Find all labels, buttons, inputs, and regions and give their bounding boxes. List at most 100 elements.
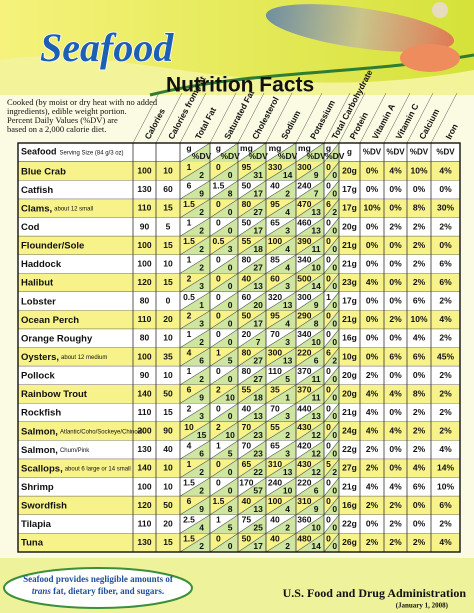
cell-value: 65 <box>270 440 280 450</box>
cell-value: 95 <box>270 310 280 320</box>
food-name-text: Cod <box>21 222 40 233</box>
pair-diagonal <box>179 273 211 293</box>
cell-value: 1 <box>187 459 192 469</box>
cell-value: 470 <box>297 199 311 209</box>
cell-value: 0 <box>216 255 221 265</box>
unit-label: g <box>186 143 191 153</box>
pair-diagonal <box>237 254 267 274</box>
cell-value: 0 <box>216 329 221 339</box>
pair-diagonal <box>295 254 325 274</box>
pair-diagonal <box>179 440 211 460</box>
pair-diagonal <box>237 440 267 460</box>
cell-value: 10% <box>410 166 427 176</box>
cell-value: 4 <box>187 348 192 358</box>
cell-value: 3 <box>199 281 204 291</box>
cell-value: 0 <box>332 448 337 458</box>
cell-value: 75 <box>242 515 252 525</box>
cell-value: 0 <box>332 504 337 514</box>
cell-value: 80 <box>242 366 252 376</box>
cell-value: 140 <box>137 463 151 473</box>
cell-value: 0 <box>228 467 233 477</box>
cell-value: 30% <box>437 203 454 213</box>
pair-diagonal <box>179 161 211 181</box>
food-name: Rainbow Trout <box>21 389 88 400</box>
cell-value: 24g <box>342 426 357 436</box>
subheader-serving: Serving Size (84 g/3 oz) <box>60 150 124 156</box>
note-emphasis: trans <box>32 586 52 596</box>
pair-diagonal <box>323 273 340 293</box>
cell-value: 80 <box>242 348 252 358</box>
cell-value: 13 <box>283 467 293 477</box>
cell-value: 0 <box>326 478 331 488</box>
intro-line: Cooked (by moist or dry heat with no add… <box>7 97 158 107</box>
cell-value: 0 <box>332 411 337 421</box>
cell-value: 240 <box>297 180 311 190</box>
cell-value: 0 <box>332 486 337 496</box>
pair-diagonal <box>295 161 325 181</box>
header-tick <box>209 92 237 144</box>
cell-value: 390 <box>297 236 311 246</box>
pair-diagonal <box>209 217 239 237</box>
cell-value: 0% <box>389 407 402 417</box>
cell-value: 3 <box>285 226 290 236</box>
pair-diagonal <box>179 310 211 330</box>
cell-value: 4% <box>366 277 379 287</box>
cell-value: 0% <box>366 166 379 176</box>
pair-diagonal <box>179 403 211 423</box>
cell-value: 4 <box>285 318 290 328</box>
cell-value: 55 <box>270 422 280 432</box>
salmon-fillet <box>400 44 460 72</box>
cell-value: 22 <box>253 467 263 477</box>
pair-diagonal <box>323 291 340 311</box>
cell-value: 17 <box>253 226 263 236</box>
cell-value: 7 <box>314 188 319 198</box>
pair-diagonal <box>295 496 325 516</box>
pair-diagonal <box>295 142 325 163</box>
cell-value: 1 <box>216 515 221 525</box>
pair-diagonal <box>179 366 211 386</box>
pair-diagonal <box>209 533 239 553</box>
pair-diagonal <box>323 217 340 237</box>
cell-value: 0 <box>332 318 337 328</box>
cell-value: 430 <box>297 422 311 432</box>
food-name: Blue Crab <box>21 166 66 177</box>
pair-diagonal <box>209 366 239 386</box>
row-bg <box>18 496 460 515</box>
cell-value: 340 <box>297 329 311 339</box>
cell-value: 13 <box>253 281 263 291</box>
unit-label: g <box>326 143 331 153</box>
pair-diagonal <box>237 384 267 404</box>
cell-value: 10 <box>163 258 173 268</box>
cell-value: 95 <box>270 199 280 209</box>
pair-diagonal <box>237 403 267 423</box>
cell-value: 0% <box>366 221 379 231</box>
pair-diagonal <box>265 421 297 441</box>
cell-value: 300 <box>297 292 311 302</box>
column-header: Vitamin A <box>370 102 397 141</box>
pair-diagonal <box>209 458 239 478</box>
cell-value: 80 <box>242 255 252 265</box>
food-name-text: Halibut <box>21 277 54 288</box>
cell-value: 21g <box>342 314 357 324</box>
cell-value: 0 <box>228 281 233 291</box>
cell-value: 40 <box>242 273 252 283</box>
cell-value: 35 <box>163 351 173 361</box>
cell-value: 0 <box>216 218 221 228</box>
cell-value: 23g <box>342 277 357 287</box>
cell-value: 0 <box>326 218 331 228</box>
cell-value: 40 <box>163 444 173 454</box>
cell-value: 1 <box>187 366 192 376</box>
cell-value: 4 <box>285 263 290 273</box>
cell-value: 60 <box>270 273 280 283</box>
cell-value: 6 <box>199 448 204 458</box>
cell-value: 60 <box>242 292 252 302</box>
cell-value: 25 <box>253 523 263 533</box>
cell-value: 40 <box>270 533 280 543</box>
cell-value: 17 <box>253 188 263 198</box>
cell-value: 12 <box>311 430 321 440</box>
cell-value: 8 <box>314 318 319 328</box>
cell-value: 0% <box>389 277 402 287</box>
food-name: Rockfish <box>21 407 61 418</box>
cell-value: 55 <box>242 236 252 246</box>
cell-value: 1 <box>187 329 192 339</box>
